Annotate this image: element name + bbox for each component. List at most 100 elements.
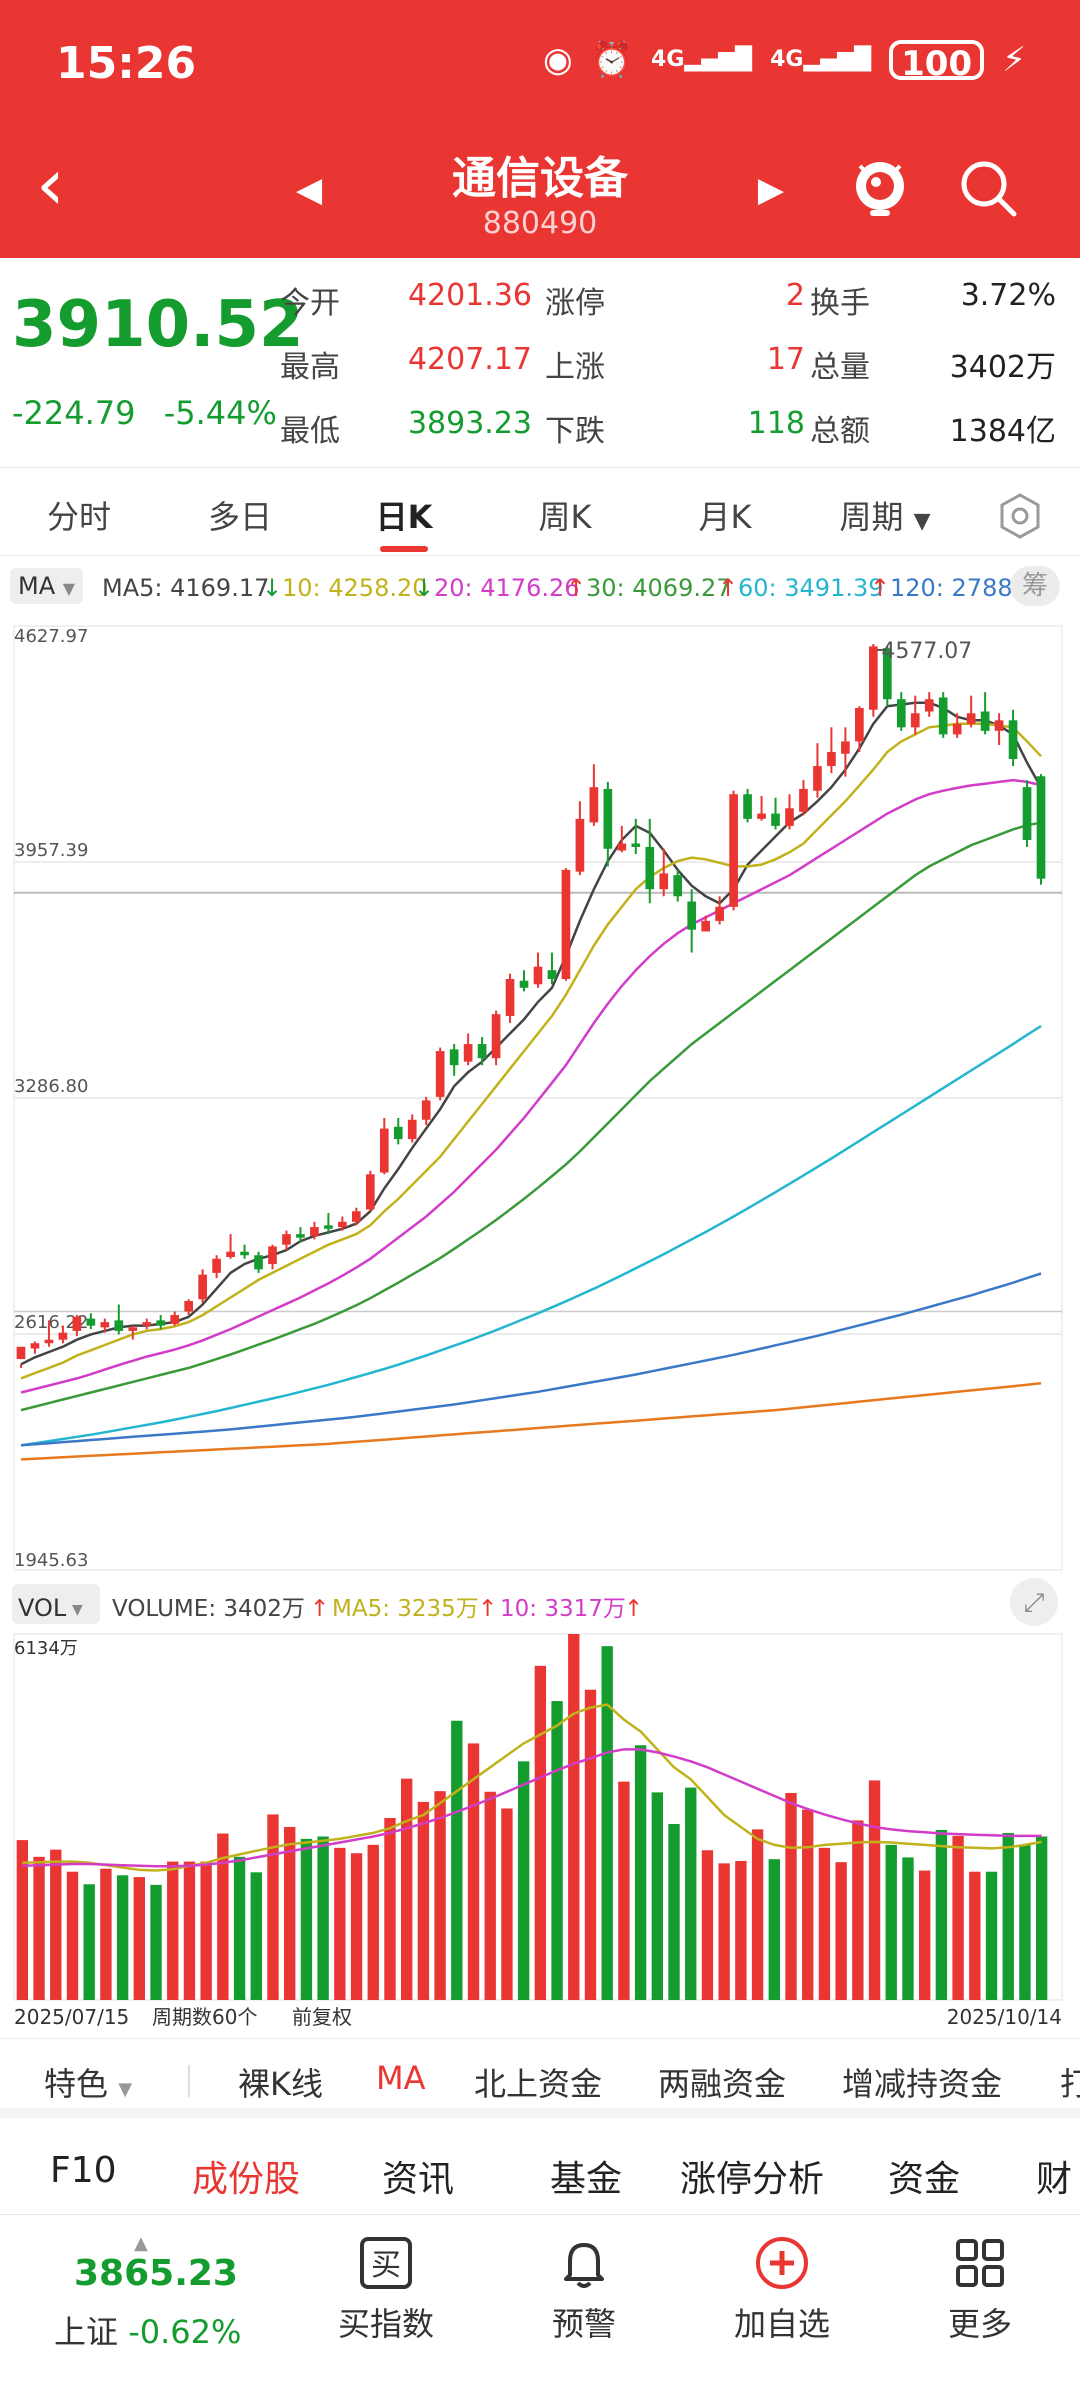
volume-bar (484, 1791, 496, 2000)
tab-constituents[interactable]: 成份股 (192, 2159, 301, 2200)
candle (813, 743, 822, 798)
back-icon[interactable]: ‹ (36, 142, 65, 226)
tab-f10[interactable]: F10 (50, 2150, 117, 2191)
tab-capital[interactable]: 资金 (888, 2159, 961, 2200)
y-tick-label: 2616.22 (14, 1312, 88, 1333)
candle (841, 727, 850, 777)
expand-icon-bg (1010, 1578, 1058, 1626)
candle-body (1008, 720, 1018, 760)
index-name[interactable]: 上证 -0.62% (54, 2307, 241, 2353)
tab-period[interactable]: 周期 ▼ (820, 492, 950, 538)
feature-more[interactable]: 打 (1060, 2059, 1080, 2105)
candle (352, 1207, 361, 1226)
prev-stock-icon[interactable]: ◀ (296, 170, 323, 210)
quote-value: 3.72% (960, 278, 1056, 313)
tab-intraday[interactable]: 分时 (46, 498, 111, 536)
volume-bar (1002, 1832, 1014, 2000)
candle (268, 1244, 277, 1270)
volume-bar (517, 1761, 530, 2000)
candle-body (869, 646, 878, 710)
candle-body (785, 808, 794, 826)
indicator-selector[interactable]: MA ▼ (10, 568, 84, 604)
candle (86, 1313, 96, 1330)
tab-limit-up-analysis[interactable]: 涨停分析 (680, 2159, 825, 2200)
chip-distribution-button[interactable]: 筹 (1010, 566, 1060, 606)
candle (617, 825, 627, 853)
tab-finance[interactable]: 财 (1036, 2159, 1073, 2200)
candle (827, 727, 836, 774)
candle (421, 1096, 431, 1126)
volume-bar (985, 1871, 998, 2000)
tab-daily-k[interactable]: 日K (375, 498, 433, 536)
volume-bar (16, 1840, 29, 2000)
quote-panel: 3910.52 -224.79 -5.44% 今开 4201.36 涨停 2 换手 3.7… (0, 258, 1080, 468)
volume-bar (417, 1801, 430, 2000)
price-change: -224.79 -5.44% (12, 394, 295, 432)
settings-hex-icon[interactable] (996, 492, 1044, 540)
quote-value: 4201.36 (407, 278, 532, 313)
tab-news[interactable]: 资讯 (382, 2159, 455, 2200)
candle-body (268, 1246, 277, 1265)
feature-naked-k[interactable]: 裸K线 (238, 2065, 323, 2103)
candle (659, 848, 669, 897)
candle-body (533, 966, 543, 985)
feature-special-label: 特色 (44, 2065, 109, 2103)
battery-icon: 100 (889, 40, 985, 84)
tab-funds[interactable]: 基金 (550, 2159, 623, 2200)
buy-index-button[interactable]: 买 买指数 (306, 2235, 466, 2345)
volume-bar (451, 1720, 463, 2000)
feature-bar: 特色 ▼ 裸K线 MA 北上资金 两融资金 增减持资金 打 (0, 2038, 1080, 2118)
feature-northbound[interactable]: 北上资金 (474, 2065, 603, 2103)
candle (254, 1251, 263, 1273)
mascot-icon[interactable] (850, 156, 910, 220)
candle-body (226, 1251, 235, 1258)
candle (952, 713, 962, 738)
feature-holdings-change[interactable]: 增减持资金 (842, 2065, 1003, 2103)
grid-icon (956, 2239, 1004, 2287)
candle-body (282, 1234, 291, 1245)
alert-button[interactable]: 预警 (504, 2235, 664, 2345)
volume-bar (918, 1870, 931, 2000)
volume-bar (133, 1877, 146, 2000)
tab-multiday[interactable]: 多日 (207, 498, 272, 536)
volume-bar (735, 1860, 747, 2000)
candle-body (813, 766, 822, 791)
signal-4g-icon: 4G▂▄▆█ (651, 47, 753, 72)
volume-bar (317, 1836, 329, 2000)
tab-monthly-k[interactable]: 月K (698, 498, 752, 536)
quote-value: 2 (785, 278, 805, 313)
index-value[interactable]: 3865.23 (74, 2253, 238, 2294)
candle (212, 1255, 221, 1279)
candle (1036, 774, 1046, 885)
candle-body (603, 788, 613, 849)
svg-text:买: 买 (371, 2248, 401, 2283)
feature-special[interactable]: 特色 ▼ (44, 2059, 132, 2105)
candle (324, 1213, 333, 1235)
more-button[interactable]: 更多 (900, 2235, 1060, 2345)
volume-bar (100, 1868, 112, 2000)
candle-body (896, 699, 906, 728)
index-name-label: 上证 (54, 2313, 119, 2351)
tab-weekly-k[interactable]: 周K (538, 498, 592, 536)
x-label-end: 2025/10/14 (947, 2005, 1062, 2029)
search-icon[interactable] (956, 156, 1020, 220)
volume-bar (751, 1829, 764, 2000)
next-stock-icon[interactable]: ▶ (757, 170, 784, 210)
volume-bar (935, 1829, 948, 2000)
candlestick-chart[interactable]: 4627.97 3957.39 3286.80 2616.22 1945.63 4577.… (0, 612, 1080, 2032)
more-label: 更多 (947, 2305, 1012, 2343)
volume-ma-line-ma10 (22, 1748, 1042, 1868)
ma10-value: 10: 4258.20 (282, 574, 428, 602)
candle-body (114, 1320, 124, 1331)
candle (463, 1033, 473, 1066)
candle-body (799, 788, 808, 812)
feature-ma[interactable]: MA (376, 2059, 426, 2097)
candle (505, 973, 515, 1023)
quote-row: 最低 3893.23 下跌 118 总额 1384亿 (280, 406, 1060, 466)
feature-margin[interactable]: 两融资金 (658, 2065, 787, 2103)
candle (296, 1227, 305, 1243)
status-time: 15:26 (56, 38, 197, 89)
add-watchlist-button[interactable]: 加自选 (702, 2235, 862, 2345)
chart-area[interactable]: 4627.97 3957.39 3286.80 2616.22 1945.63 4577.… (0, 612, 1080, 2032)
volume-bar (534, 1665, 547, 2000)
